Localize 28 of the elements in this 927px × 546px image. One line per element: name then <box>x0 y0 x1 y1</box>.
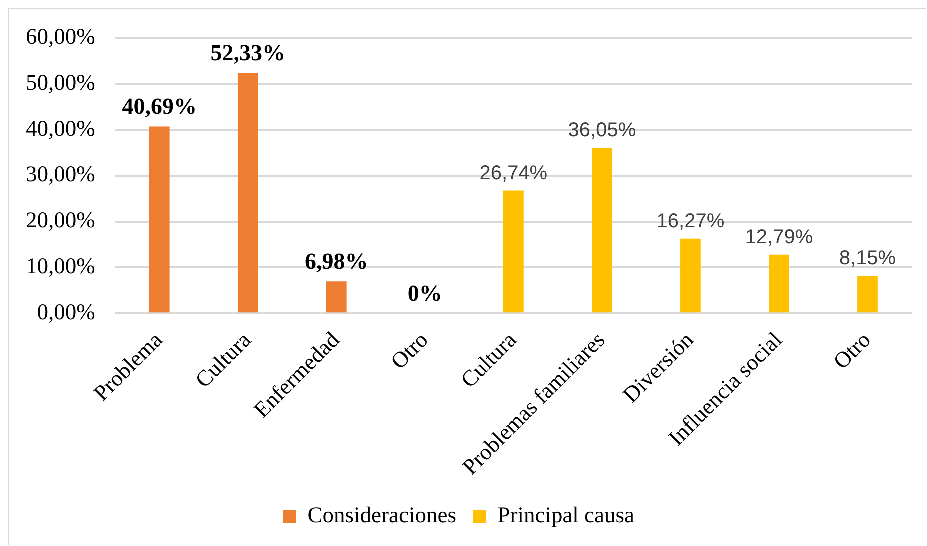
bar <box>858 276 878 313</box>
bar <box>680 238 701 313</box>
data-label: 12,79% <box>745 226 814 248</box>
bar <box>238 73 258 313</box>
data-label: 36,05% <box>568 120 636 142</box>
bar <box>149 126 170 313</box>
legend-label: Consideraciones <box>308 502 456 528</box>
y-tick-label: 10,00% <box>26 254 96 279</box>
data-label: 52,33% <box>210 40 286 66</box>
y-tick-label: 50,00% <box>26 70 96 95</box>
y-tick-label: 0,00% <box>37 300 96 325</box>
legend-label: Principal causa <box>498 502 635 528</box>
bar <box>769 254 790 313</box>
bar <box>592 148 612 313</box>
y-tick-label: 30,00% <box>26 162 96 187</box>
data-label: 16,27% <box>656 210 725 232</box>
data-label: 26,74% <box>480 162 548 184</box>
data-label: 0% <box>408 281 442 306</box>
x-tick-label: Otro <box>386 327 433 374</box>
bar <box>504 190 524 313</box>
data-label: 40,69% <box>122 94 197 120</box>
y-tick-label: 60,00% <box>26 24 96 49</box>
x-tick-label: Otro <box>828 327 876 374</box>
data-label: 8,15% <box>839 248 896 270</box>
y-tick-label: 20,00% <box>26 208 96 233</box>
y-tick-label: 40,00% <box>26 116 96 141</box>
bar <box>326 282 347 313</box>
data-label: 6,98% <box>305 249 368 274</box>
